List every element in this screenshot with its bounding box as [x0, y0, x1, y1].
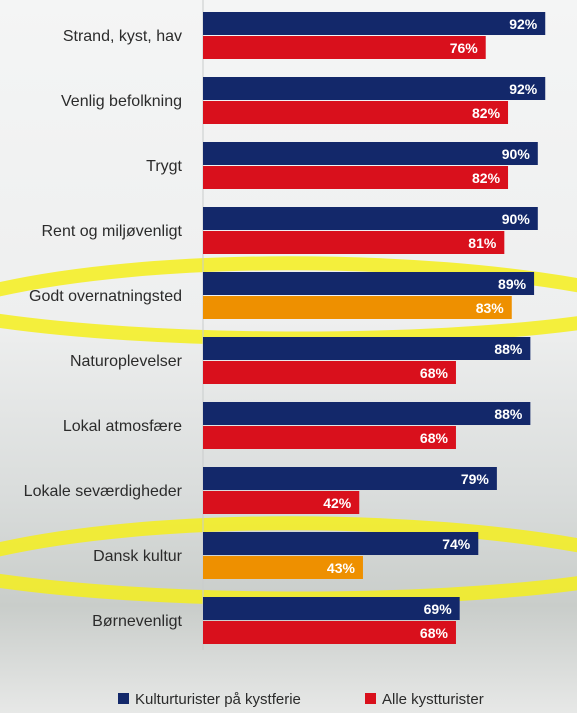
value-label-kulturturister-lokale-sev-rdigheder: 79%: [461, 471, 490, 487]
bar-kulturturister-naturoplevelser: [203, 337, 531, 360]
legend-label-kulturturister: Kulturturister på kystferie: [135, 691, 301, 708]
value-label-alle-lokale-sev-rdigheder: 42%: [323, 495, 352, 511]
bar-alle-trygt: [203, 166, 509, 189]
bar-alle-strand-kyst-hav: [203, 36, 486, 59]
value-label-alle-naturoplevelser: 68%: [420, 365, 449, 381]
value-label-kulturturister-naturoplevelser: 88%: [494, 341, 523, 357]
bar-alle-lokal-atmosf-re: [203, 426, 456, 449]
value-label-kulturturister-venlig-befolkning: 92%: [509, 81, 538, 97]
highlight-band-dansk-kultur: [0, 516, 577, 606]
category-label-b-rnevenligt: Børnevenligt: [92, 613, 182, 630]
bar-kulturturister-godt-overnatningsted: [203, 272, 535, 295]
category-label-trygt: Trygt: [146, 158, 182, 175]
value-label-kulturturister-strand-kyst-hav: 92%: [509, 16, 538, 32]
category-label-strand-kyst-hav: Strand, kyst, hav: [63, 28, 182, 45]
bar-alle-rent-og-milj-venligt: [203, 231, 505, 254]
bar-alle-naturoplevelser: [203, 361, 456, 384]
value-label-alle-rent-og-milj-venligt: 81%: [468, 235, 497, 251]
value-label-kulturturister-dansk-kultur: 74%: [442, 536, 471, 552]
value-label-alle-b-rnevenligt: 68%: [420, 625, 449, 641]
value-label-kulturturister-godt-overnatningsted: 89%: [498, 276, 527, 292]
bar-kulturturister-strand-kyst-hav: [203, 12, 546, 35]
category-label-godt-overnatningsted: Godt overnatningsted: [29, 288, 182, 305]
bar-alle-venlig-befolkning: [203, 101, 509, 124]
category-label-rent-og-milj-venligt: Rent og miljøvenligt: [42, 223, 183, 240]
value-label-alle-lokal-atmosf-re: 68%: [420, 430, 449, 446]
bar-kulturturister-dansk-kultur: [203, 532, 479, 555]
value-label-kulturturister-lokal-atmosf-re: 88%: [494, 406, 523, 422]
highlight-band-godt-overnatningsted: [0, 256, 577, 346]
category-label-dansk-kultur: Dansk kultur: [93, 548, 183, 565]
category-label-venlig-befolkning: Venlig befolkning: [61, 93, 182, 110]
bar-alle-godt-overnatningsted: [203, 296, 512, 319]
bar-kulturturister-venlig-befolkning: [203, 77, 546, 100]
value-label-kulturturister-rent-og-milj-venligt: 90%: [502, 211, 531, 227]
bar-alle-lokale-sev-rdigheder: [203, 491, 360, 514]
bar-kulturturister-rent-og-milj-venligt: [203, 207, 538, 230]
bar-kulturturister-lokal-atmosf-re: [203, 402, 531, 425]
value-label-alle-strand-kyst-hav: 76%: [450, 40, 479, 56]
category-label-lokale-sev-rdigheder: Lokale seværdigheder: [24, 483, 183, 500]
value-label-alle-trygt: 82%: [472, 170, 501, 186]
value-label-alle-dansk-kultur: 43%: [327, 560, 356, 576]
legend-label-alle: Alle kystturister: [382, 691, 484, 708]
bar-alle-dansk-kultur: [203, 556, 363, 579]
bar-kulturturister-lokale-sev-rdigheder: [203, 467, 497, 490]
value-label-kulturturister-trygt: 90%: [502, 146, 531, 162]
bar-kulturturister-trygt: [203, 142, 538, 165]
category-label-naturoplevelser: Naturoplevelser: [70, 353, 183, 370]
value-label-alle-venlig-befolkning: 82%: [472, 105, 501, 121]
value-label-alle-godt-overnatningsted: 83%: [476, 300, 505, 316]
legend-swatch-alle: [365, 693, 376, 704]
legend-swatch-kulturturister: [118, 693, 129, 704]
bar-alle-b-rnevenligt: [203, 621, 456, 644]
category-label-lokal-atmosf-re: Lokal atmosfære: [63, 418, 182, 435]
bar-kulturturister-b-rnevenligt: [203, 597, 460, 620]
value-label-kulturturister-b-rnevenligt: 69%: [424, 601, 453, 617]
